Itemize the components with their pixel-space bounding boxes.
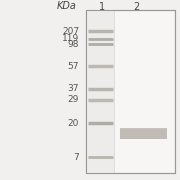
Bar: [120, 129, 167, 139]
Bar: [120, 132, 167, 138]
Text: KDa: KDa: [57, 1, 76, 12]
Text: 98: 98: [68, 40, 79, 49]
Text: 207: 207: [62, 27, 79, 36]
Bar: [86, 10, 175, 173]
Text: 37: 37: [68, 84, 79, 93]
Text: 1: 1: [99, 2, 105, 12]
Text: 2: 2: [134, 2, 140, 12]
Text: 20: 20: [68, 119, 79, 128]
Bar: [120, 129, 167, 139]
Text: 29: 29: [68, 95, 79, 104]
Text: 7: 7: [73, 153, 79, 162]
Bar: [120, 131, 167, 138]
Text: 57: 57: [68, 62, 79, 71]
Bar: [120, 131, 167, 139]
Bar: [86, 10, 114, 173]
Bar: [120, 130, 167, 139]
Text: 119: 119: [62, 34, 79, 43]
Bar: [120, 134, 167, 138]
Bar: [86, 10, 175, 173]
Bar: [120, 133, 167, 138]
